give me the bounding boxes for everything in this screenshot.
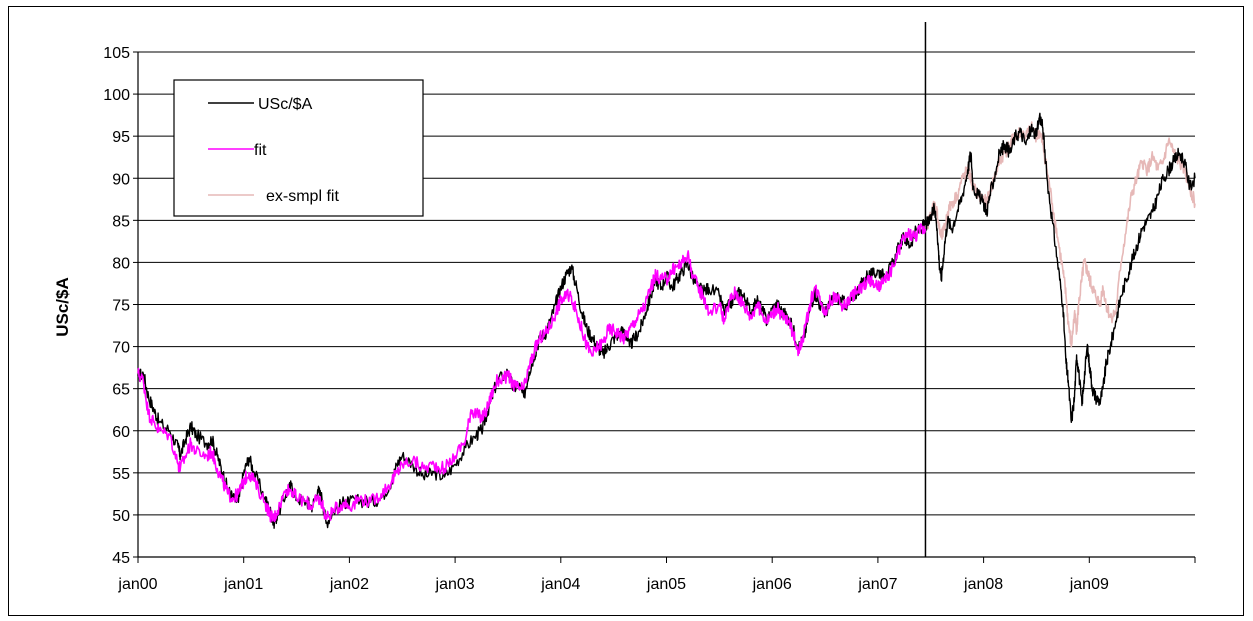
- series-line-2: [924, 121, 1196, 348]
- y-tick-label: 60: [112, 424, 130, 441]
- series-line-1: [137, 223, 927, 523]
- legend-label-fit: fit: [254, 142, 267, 159]
- x-tick-label: jan08: [963, 576, 1003, 593]
- y-tick-label: 100: [103, 87, 130, 104]
- x-tick-label: jan09: [1069, 576, 1109, 593]
- y-axis-ticks: 45 50 55 60 65 70 75 80 85 90 95 100 105: [103, 45, 138, 567]
- series-lines: [137, 112, 1196, 529]
- x-tick-label: jan03: [435, 576, 475, 593]
- chart-frame: [8, 6, 1244, 616]
- x-axis-ticks: jan00 jan01 jan02 jan03 jan04 jan05 jan06 jan07…: [117, 557, 1196, 593]
- y-tick-label: 70: [112, 340, 130, 357]
- x-tick-label: jan05: [646, 576, 686, 593]
- y-tick-label: 45: [112, 550, 130, 567]
- legend-label-usc: USc/$A: [258, 96, 313, 113]
- legend: USc/$A fit ex-smpl fit: [173, 79, 424, 217]
- x-tick-label: jan02: [329, 576, 369, 593]
- y-tick-label: 95: [112, 129, 130, 146]
- y-tick-label: 85: [112, 213, 130, 230]
- y-tick-label: 65: [112, 382, 130, 399]
- y-tick-label: 55: [112, 466, 130, 483]
- y-tick-label: 105: [103, 45, 130, 62]
- y-tick-label: 50: [112, 508, 130, 525]
- legend-label-exsmpl: ex-smpl fit: [266, 188, 339, 205]
- y-axis-label: USc/$A: [53, 277, 72, 337]
- x-tick-label: jan04: [540, 576, 580, 593]
- y-tick-label: 75: [112, 298, 130, 315]
- x-tick-label: jan01: [223, 576, 263, 593]
- y-tick-label: 80: [112, 255, 130, 272]
- x-tick-label: jan00: [117, 576, 157, 593]
- x-tick-label: jan06: [752, 576, 792, 593]
- x-tick-label: jan07: [857, 576, 897, 593]
- y-tick-label: 90: [112, 171, 130, 188]
